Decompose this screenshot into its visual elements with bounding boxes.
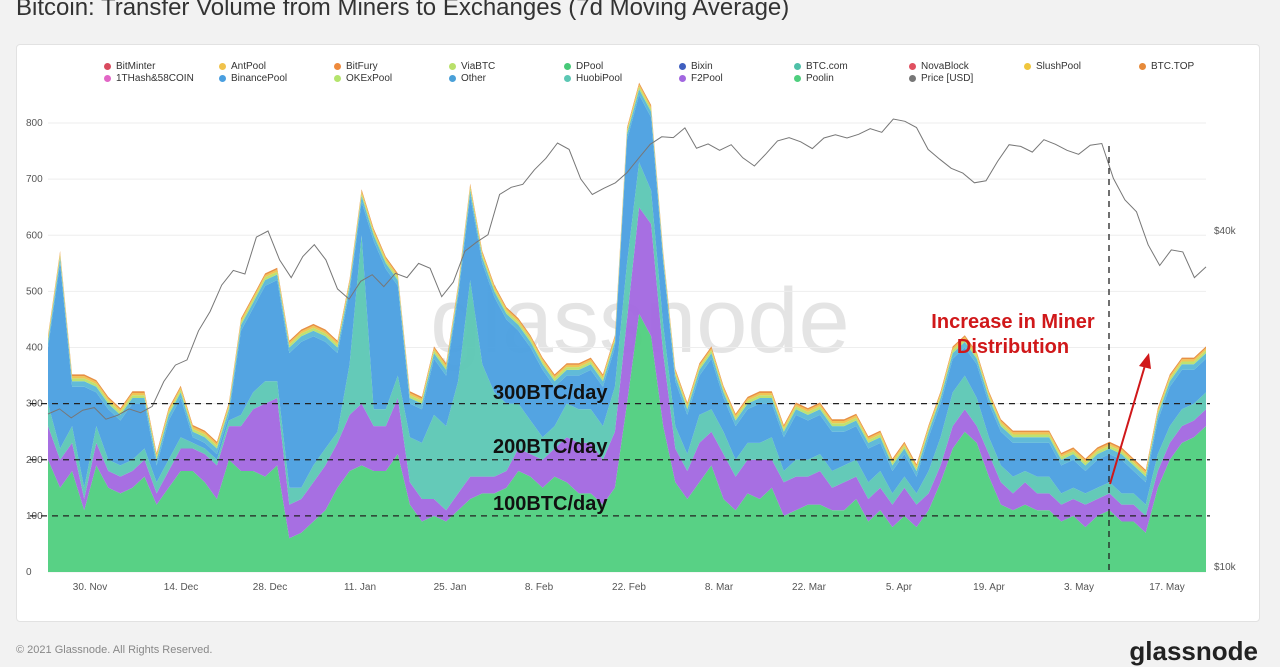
- legend-item-btc-com[interactable]: BTC.com: [794, 60, 909, 72]
- x-tick-label: 8. Feb: [525, 582, 554, 593]
- legend-item-1thash-58coin[interactable]: 1THash&58COIN: [104, 72, 219, 84]
- x-tick-label: 3. May: [1064, 582, 1094, 593]
- legend-label: OKExPool: [346, 72, 393, 84]
- legend-dot-icon: [679, 74, 686, 82]
- legend-item-other[interactable]: Other: [449, 72, 564, 84]
- legend-item-okexpool[interactable]: OKExPool: [334, 72, 449, 84]
- reference-lines: [30, 146, 1210, 572]
- legend-label: NovaBlock: [921, 60, 969, 72]
- legend-item-price-usd-[interactable]: Price [USD]: [909, 72, 1024, 84]
- x-tick-label: 19. Apr: [973, 582, 1005, 593]
- increase-arrow-shaft: [1109, 361, 1147, 485]
- legend-item-slushpool[interactable]: SlushPool: [1024, 60, 1139, 72]
- x-tick-label: 11. Jan: [344, 582, 376, 593]
- chart-legend: BitMinter AntPool BitFury ViaBTC DPool Bixin B…: [104, 60, 1214, 84]
- legend-label: BTC.TOP: [1151, 60, 1195, 72]
- legend-dot-icon: [909, 74, 916, 82]
- area-series-binancepool: [48, 94, 1206, 505]
- legend-dot-icon: [449, 62, 456, 70]
- x-tick-label: 14. Dec: [164, 582, 198, 593]
- y-tick-label: 0: [26, 567, 32, 578]
- y-tick-label: 500: [26, 286, 43, 297]
- legend-label: ViaBTC: [461, 60, 496, 72]
- legend-dot-icon: [219, 62, 226, 70]
- x-tick-label: 5. Apr: [886, 582, 913, 593]
- x-tick-label: 8. Mar: [705, 582, 734, 593]
- area-series-poolin: [48, 313, 1206, 572]
- legend-label: SlushPool: [1036, 60, 1082, 72]
- legend-item-huobipool[interactable]: HuobiPool: [564, 72, 679, 84]
- label-200btc: 200BTC/day: [493, 436, 608, 458]
- legend-dot-icon: [679, 62, 686, 70]
- x-tick-label: 25. Jan: [434, 582, 467, 593]
- legend-item-viabtc[interactable]: ViaBTC: [449, 60, 564, 72]
- y-right-tick-label: $10k: [1214, 562, 1237, 573]
- y-tick-label: 400: [26, 343, 43, 354]
- x-tick-label: 28. Dec: [253, 582, 287, 593]
- legend-item-bitminter[interactable]: BitMinter: [104, 60, 219, 72]
- legend-label: BitFury: [346, 60, 378, 72]
- legend-item-bixin[interactable]: Bixin: [679, 60, 794, 72]
- annotation-increase-line1: Increase in Miner: [931, 311, 1095, 333]
- legend-label: AntPool: [231, 60, 267, 72]
- legend-label: 1THash&58COIN: [116, 72, 194, 84]
- label-100btc: 100BTC/day: [493, 493, 608, 515]
- legend-dot-icon: [219, 74, 226, 82]
- legend-dot-icon: [794, 62, 801, 70]
- legend-item-f2pool[interactable]: F2Pool: [679, 72, 794, 84]
- legend-dot-icon: [104, 74, 111, 82]
- stacked-areas: [48, 82, 1206, 572]
- legend-dot-icon: [564, 62, 571, 70]
- increase-arrow-head-icon: [1139, 353, 1151, 369]
- chart-svg: glassnode 0100200300400500600700800$10k$…: [26, 82, 1237, 593]
- legend-label: HuobiPool: [576, 72, 623, 84]
- legend-dot-icon: [449, 74, 456, 82]
- x-tick-label: 17. May: [1149, 582, 1185, 593]
- legend-item-novablock[interactable]: NovaBlock: [909, 60, 1024, 72]
- legend-label: BinancePool: [231, 72, 288, 84]
- y-tick-label: 800: [26, 118, 43, 129]
- annotations: 300BTC/day 200BTC/day 100BTC/day Increase i…: [493, 311, 1151, 515]
- legend-dot-icon: [334, 62, 341, 70]
- x-tick-label: 22. Mar: [792, 582, 827, 593]
- x-tick-label: 30. Nov: [73, 582, 107, 593]
- price-line-group: [47, 118, 1207, 420]
- label-300btc: 300BTC/day: [493, 382, 608, 404]
- copyright: © 2021 Glassnode. All Rights Reserved.: [16, 644, 213, 656]
- legend-item-binancepool[interactable]: BinancePool: [219, 72, 334, 84]
- annotation-increase-line2: Distribution: [957, 336, 1069, 358]
- price-line: [47, 118, 1207, 420]
- legend-dot-icon: [1024, 62, 1031, 70]
- y-right-tick-label: $40k: [1214, 226, 1237, 237]
- legend-label: BTC.com: [806, 60, 848, 72]
- legend-label: Poolin: [806, 72, 834, 84]
- legend-item-dpool[interactable]: DPool: [564, 60, 679, 72]
- legend-item-btc-top[interactable]: BTC.TOP: [1139, 60, 1254, 72]
- legend-dot-icon: [794, 74, 801, 82]
- legend-label: F2Pool: [691, 72, 723, 84]
- legend-dot-icon: [104, 62, 111, 70]
- legend-item-bitfury[interactable]: BitFury: [334, 60, 449, 72]
- area-series-f2pool: [48, 207, 1206, 539]
- chart-title: Bitcoin: Transfer Volume from Miners to …: [16, 0, 790, 21]
- legend-label: Bixin: [691, 60, 713, 72]
- legend-dot-icon: [909, 62, 916, 70]
- y-tick-label: 700: [26, 174, 43, 185]
- x-tick-label: 22. Feb: [612, 582, 646, 593]
- legend-label: Other: [461, 72, 487, 84]
- legend-dot-icon: [334, 74, 341, 82]
- legend-dot-icon: [564, 74, 571, 82]
- legend-item-antpool[interactable]: AntPool: [219, 60, 334, 72]
- legend-label: BitMinter: [116, 60, 156, 72]
- legend-label: Price [USD]: [921, 72, 974, 84]
- y-tick-label: 600: [26, 230, 43, 241]
- legend-item-poolin[interactable]: Poolin: [794, 72, 909, 84]
- legend-label: DPool: [576, 60, 604, 72]
- legend-dot-icon: [1139, 62, 1146, 70]
